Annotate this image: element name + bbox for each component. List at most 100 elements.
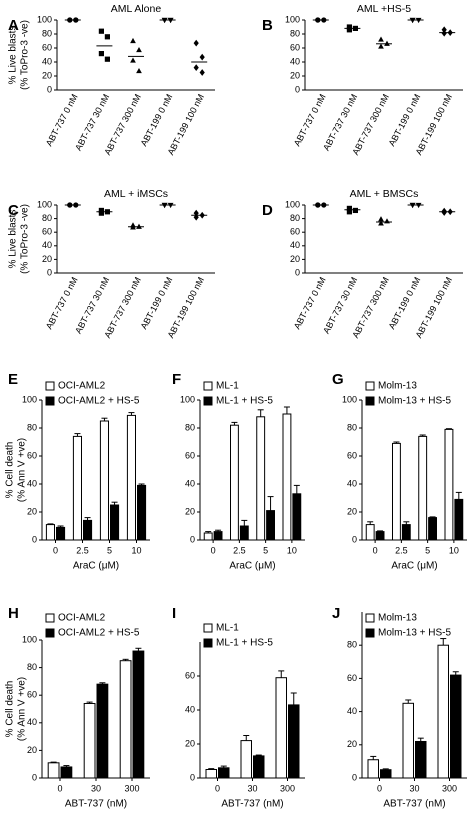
data-point bbox=[136, 67, 142, 74]
x-tick-label: ABT-737 0 nM bbox=[44, 275, 80, 330]
bar bbox=[83, 702, 96, 779]
bar bbox=[288, 704, 300, 779]
legend-swatch bbox=[203, 638, 213, 648]
x-tick-label: 0 bbox=[53, 545, 58, 555]
x-tick-label: 0 bbox=[211, 545, 216, 555]
y-tick-label: 80 bbox=[347, 422, 357, 432]
panel-letter: B bbox=[262, 17, 273, 34]
bar bbox=[126, 414, 137, 541]
bar bbox=[230, 424, 239, 541]
y-tick-label: 40 bbox=[347, 706, 357, 716]
x-tick-label: 10 bbox=[449, 545, 459, 555]
data-point bbox=[441, 26, 447, 34]
data-point bbox=[193, 64, 199, 71]
y-tick-label: 0 bbox=[47, 267, 52, 277]
legend-label: Molm-13 bbox=[378, 381, 417, 392]
bar bbox=[402, 702, 414, 779]
x-tick-label: ABT-199 0 nM bbox=[139, 92, 175, 147]
y-tick-label: 80 bbox=[42, 28, 52, 38]
bar bbox=[282, 413, 292, 541]
x-tick-label: 0 bbox=[373, 545, 378, 555]
y-axis-label: (% Ann V +ve) bbox=[17, 438, 28, 502]
y-tick-label: 60 bbox=[347, 673, 357, 683]
y-tick-label: 100 bbox=[22, 634, 37, 644]
bar bbox=[47, 762, 60, 779]
y-tick-label: 20 bbox=[185, 506, 195, 516]
y-tick-label: 20 bbox=[290, 254, 300, 264]
y-tick-label: 60 bbox=[290, 227, 300, 237]
y-tick-label: 60 bbox=[185, 450, 195, 460]
data-point bbox=[136, 223, 142, 229]
panel-title: AML + iMSCs bbox=[104, 188, 168, 200]
x-tick-label: 5 bbox=[425, 545, 430, 555]
x-tick-label: 5 bbox=[263, 545, 268, 555]
y-axis-label: % Live blasts bbox=[8, 26, 19, 85]
data-point bbox=[415, 202, 422, 209]
bar bbox=[256, 416, 266, 541]
x-tick-label: 0 bbox=[215, 783, 220, 793]
y-axis-label: % Cell death bbox=[5, 442, 16, 499]
y-tick-label: 20 bbox=[42, 254, 52, 264]
panel-letter: J bbox=[332, 605, 340, 622]
x-axis-label: ABT-737 (nM) bbox=[221, 799, 283, 810]
bar bbox=[380, 769, 392, 779]
panel-letter: F bbox=[172, 371, 181, 388]
bar bbox=[45, 524, 56, 541]
bar bbox=[375, 531, 385, 541]
data-point bbox=[409, 17, 416, 24]
bar bbox=[239, 525, 249, 541]
y-axis-label: (% ToPro-3 -ve) bbox=[20, 204, 31, 274]
legend-label: OCI-AML2 + HS-5 bbox=[58, 396, 140, 407]
x-tick-label: 5 bbox=[107, 545, 112, 555]
x-tick-label: 0 bbox=[57, 783, 62, 793]
bar bbox=[392, 442, 401, 541]
y-tick-label: 80 bbox=[185, 422, 195, 432]
legend-label: Molm-13 + HS-5 bbox=[378, 396, 452, 407]
bar bbox=[203, 532, 213, 541]
bar bbox=[444, 428, 454, 541]
y-tick-label: 40 bbox=[27, 478, 37, 488]
data-point bbox=[104, 34, 110, 40]
x-tick-label: ABT-199 0 nM bbox=[387, 275, 423, 330]
bar bbox=[275, 677, 287, 779]
y-tick-label: 100 bbox=[180, 394, 195, 404]
data-point bbox=[130, 57, 136, 63]
legend-label: ML-1 + HS-5 bbox=[216, 396, 273, 407]
data-point bbox=[161, 17, 168, 24]
data-point bbox=[384, 218, 390, 224]
y-tick-label: 60 bbox=[27, 690, 37, 700]
panel-letter: I bbox=[172, 605, 176, 622]
y-axis-label: (% ToPro-3 -ve) bbox=[20, 20, 31, 90]
y-tick-label: 40 bbox=[290, 56, 300, 66]
y-tick-label: 0 bbox=[295, 267, 300, 277]
y-tick-label: 60 bbox=[185, 670, 195, 680]
y-tick-label: 80 bbox=[347, 640, 357, 650]
y-tick-label: 0 bbox=[32, 772, 37, 782]
panel-title: AML Alone bbox=[111, 3, 162, 15]
y-tick-label: 0 bbox=[190, 772, 195, 782]
x-axis-label: ABT-737 (nM) bbox=[65, 799, 127, 810]
bar bbox=[450, 674, 462, 779]
data-point bbox=[346, 24, 352, 30]
bar bbox=[428, 517, 437, 541]
x-tick-label: 10 bbox=[287, 545, 297, 555]
y-tick-label: 60 bbox=[42, 227, 52, 237]
x-tick-label: ABT-737 0 nM bbox=[292, 92, 328, 147]
y-tick-label: 0 bbox=[295, 84, 300, 94]
bar bbox=[99, 420, 110, 541]
x-axis-label: AraC (μM) bbox=[391, 561, 437, 572]
data-point bbox=[441, 29, 447, 37]
legend-swatch bbox=[45, 396, 55, 406]
legend-label: ML-1 bbox=[216, 381, 239, 392]
legend-swatch bbox=[365, 381, 375, 391]
y-tick-label: 40 bbox=[185, 478, 195, 488]
y-axis-label: (% Ann V +ve) bbox=[17, 677, 28, 741]
bar bbox=[205, 769, 217, 779]
y-tick-label: 40 bbox=[290, 240, 300, 250]
legend-swatch bbox=[45, 381, 55, 391]
data-point bbox=[167, 202, 174, 209]
y-tick-label: 100 bbox=[285, 199, 300, 209]
data-point bbox=[346, 27, 352, 33]
y-tick-label: 0 bbox=[32, 534, 37, 544]
